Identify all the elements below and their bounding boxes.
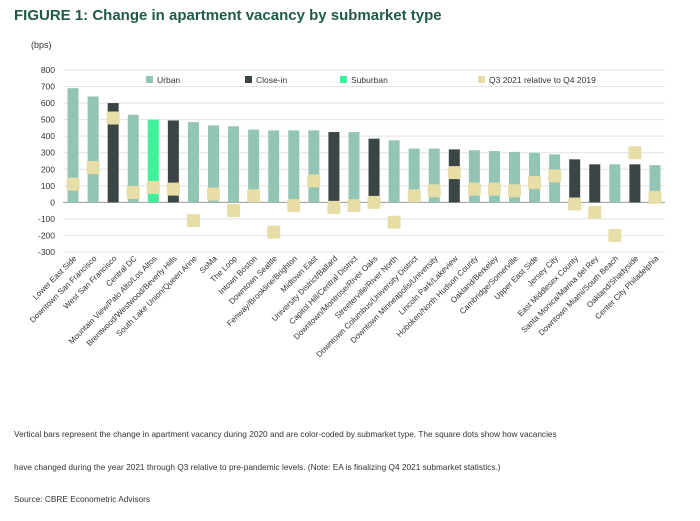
y-tick-label: -200 [38, 230, 55, 240]
bar [468, 150, 480, 203]
dot-marker [608, 228, 622, 242]
y-tick-layer: 800 700 600 500 400 300 200 100 0 -100 -200 -300 [38, 65, 55, 257]
dot-marker [367, 195, 381, 209]
bar [569, 159, 581, 203]
y-tick-label: 700 [41, 82, 55, 92]
dot-marker [447, 166, 461, 180]
dot-marker [146, 180, 160, 194]
legend-swatch [245, 76, 252, 83]
dot-marker [387, 215, 401, 229]
bar [228, 126, 240, 203]
dot-marker [327, 200, 341, 214]
y-tick-label: 100 [41, 181, 55, 191]
dot-marker [508, 184, 521, 198]
bar [67, 88, 79, 203]
y-tick-label: 200 [41, 164, 55, 174]
y-tick-label: 600 [41, 98, 55, 108]
legend: Urban Close-in Suburban Q3 2021 relative to… [146, 75, 596, 85]
dot-marker [66, 177, 80, 191]
dot-marker [307, 174, 321, 188]
y-tick-label: 0 [50, 197, 55, 207]
dot-marker [347, 199, 361, 213]
bar [328, 132, 340, 203]
y-tick-label: 800 [41, 65, 55, 75]
vacancy-bar-chart: 800 700 600 500 400 300 200 100 0 -100 -200 -300 Lo… [28, 40, 665, 360]
legend-label: Close-in [256, 75, 287, 85]
bar [87, 96, 99, 203]
legend-label: Q3 2021 relative to Q4 2019 [489, 75, 596, 85]
bar [408, 148, 420, 203]
y-tick-label: 300 [41, 148, 55, 158]
grid-layer [63, 69, 665, 253]
bar [167, 120, 179, 203]
bar [248, 129, 260, 203]
dot-marker [287, 199, 301, 213]
dot-layer [66, 111, 662, 242]
dot-marker [628, 146, 642, 160]
legend-swatch [478, 76, 485, 83]
dot-marker [467, 182, 481, 196]
dot-marker [126, 185, 140, 199]
dot-marker [648, 190, 662, 204]
bar [629, 164, 641, 203]
y-tick-label: -300 [38, 247, 55, 257]
bar [127, 114, 139, 203]
y-tick-label: 400 [41, 131, 55, 141]
dot-marker [106, 111, 120, 125]
dot-marker [166, 182, 180, 196]
bar [147, 119, 159, 203]
dot-marker [207, 187, 220, 201]
dot-marker [267, 225, 281, 239]
bar [187, 122, 199, 203]
bar [288, 130, 300, 203]
legend-swatch [340, 76, 347, 83]
legend-swatch [146, 76, 153, 83]
dot-marker [86, 161, 100, 175]
chart-note-line-2: have changed during the year 2021 throug… [14, 462, 501, 472]
chart-source: Source: CBRE Econometric Advisors [14, 494, 151, 504]
bar [268, 130, 280, 203]
bar [308, 130, 320, 203]
y-axis-label: (bps) [31, 40, 52, 50]
bar [348, 132, 360, 203]
bar [649, 165, 661, 203]
legend-label: Urban [157, 75, 180, 85]
bar [107, 103, 119, 203]
bar [609, 164, 621, 203]
dot-marker [227, 204, 241, 218]
dot-marker [427, 184, 441, 198]
y-tick-label: -100 [38, 214, 55, 224]
bar [428, 148, 440, 203]
bar [509, 151, 520, 203]
bar [368, 138, 380, 203]
dot-marker [186, 214, 200, 228]
chart-note-line-1: Vertical bars represent the change in ap… [14, 429, 557, 439]
dot-marker [247, 189, 261, 203]
dot-marker [568, 197, 582, 211]
dot-marker [588, 205, 602, 219]
dot-marker [548, 169, 562, 183]
dot-marker [528, 176, 542, 190]
bar [208, 125, 219, 203]
figure-title: FIGURE 1: Change in apartment vacancy by… [14, 7, 442, 24]
bar [589, 164, 601, 203]
bar [488, 151, 500, 203]
dot-marker [487, 182, 501, 196]
legend-label: Suburban [351, 75, 388, 85]
dot-marker [407, 189, 421, 203]
bar [388, 140, 400, 203]
y-tick-label: 500 [41, 115, 55, 125]
